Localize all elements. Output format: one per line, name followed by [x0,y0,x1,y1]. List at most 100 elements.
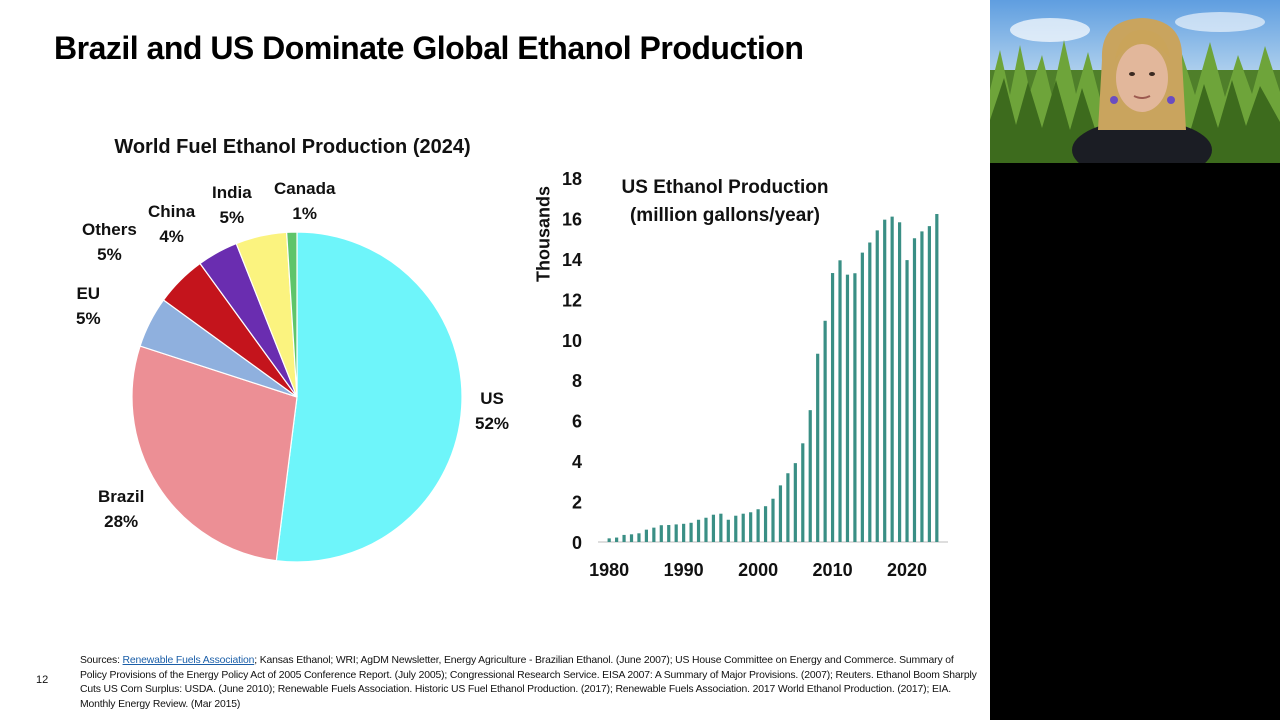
pie-label-india-pct: 5% [219,208,245,227]
bar-1988 [667,525,671,542]
slide: Brazil and US Dominate Global Ethanol Pr… [0,0,990,720]
bar-2023 [927,226,931,542]
bar-2008 [816,353,820,542]
pie-label-eu: EU 5% [76,281,101,331]
bar-chart-title-line2: (million gallons/year) [629,205,821,226]
bar-2016 [875,230,879,542]
page-number: 12 [36,674,49,686]
bar-1980 [607,538,611,542]
bar-2009 [823,320,827,542]
bar-chart-title-line1: US Ethanol Production [621,177,829,198]
pie-slice-brazil [131,345,298,562]
bar-2002 [771,498,775,542]
bar-2022 [920,231,924,543]
pie-label-brazil-name: Brazil [98,487,145,506]
slide-title: Brazil and US Dominate Global Ethanol Pr… [54,30,804,66]
pie-label-others-pct: 5% [97,245,122,264]
y-tick-label: 0 [572,533,582,553]
pie-label-canada: Canada 1% [274,176,335,226]
bar-2007 [808,410,812,542]
bar-2020 [905,260,909,542]
y-axis-unit-label: Thousands [533,185,554,283]
x-tick-label: 1980 [589,560,629,580]
pie-label-eu-name: EU [76,284,101,303]
pie-label-china-pct: 4% [159,227,184,246]
sources-text: ; Kansas Ethanol; WRI; AgDM Newsletter, … [80,655,977,710]
pie-slice-us [275,231,463,563]
bar-2024 [935,213,939,543]
webcam-video-tile [990,0,1280,163]
bar-1985 [644,529,649,542]
bar-chart-title: US Ethanol Production (million gallons/y… [600,174,850,230]
pie-slice-canada [286,231,298,398]
sources-footnote: Sources: Renewable Fuels Association; Ka… [80,654,980,712]
pie-chart [131,231,463,563]
y-tick-label: 4 [572,452,582,472]
x-tick-label: 2020 [887,560,927,580]
bar-2011 [838,260,842,542]
bar-chart: 0 2 4 6 8 10 12 14 16 18 1980 1990 2000 2010 2020 [562,169,948,580]
bar-2019 [897,222,902,542]
y-tick-label: 14 [562,250,582,270]
bar-1992 [696,519,701,542]
y-tick-label: 16 [562,209,582,229]
pie-label-india: India 5% [212,180,252,230]
pie-label-eu-pct: 5% [76,309,101,328]
webcam-presenter-image [990,0,1280,163]
pie-label-canada-name: Canada [274,179,336,198]
bar-2000 [756,509,760,542]
bar-2021 [912,238,917,543]
y-tick-label: 2 [572,493,582,513]
bar-2018 [890,216,894,542]
y-tick-label: 18 [562,169,582,189]
bar-1984 [637,533,641,542]
bar-2006 [801,443,805,542]
bar-1993 [704,517,708,542]
bar-1995 [719,513,723,542]
bar-1990 [682,523,686,542]
bar-2017 [883,219,887,542]
bar-1999 [749,512,753,542]
y-tick-label: 8 [572,371,582,391]
bar-2010 [830,273,835,542]
pie-label-us: US 52% [475,386,509,436]
x-tick-label: 1990 [664,560,704,580]
bar-1987 [659,525,663,542]
pie-label-china-name: China [148,202,196,221]
bar-2012 [845,274,850,542]
pie-chart-title: World Fuel Ethanol Production (2024) [114,136,471,158]
x-tick-label: 2000 [738,560,778,580]
pie-label-india-name: India [212,183,252,202]
bar-1998 [741,513,745,542]
bar-2004 [786,473,790,542]
bar-2005 [793,463,797,542]
bar-2014 [860,252,864,542]
x-tick-label: 2010 [813,560,853,580]
bar-1982 [622,534,626,542]
bar-1994 [711,514,716,542]
y-tick-label: 10 [562,331,582,351]
bar-1991 [689,522,693,542]
y-tick-label: 6 [572,412,582,432]
bar-2013 [853,273,857,542]
pie-label-brazil-pct: 28% [104,512,139,531]
pie-label-us-name: US [480,389,504,408]
pie-label-others: Others 5% [82,217,137,267]
sources-prefix: Sources: [80,655,123,666]
pie-label-brazil: Brazil 28% [98,484,144,534]
bar-1997 [734,515,738,542]
pie-label-others-name: Others [82,220,137,239]
sources-link[interactable]: Renewable Fuels Association [122,655,255,666]
bar-1986 [652,527,656,542]
bar-1983 [629,534,634,542]
pie-label-china: China 4% [148,199,195,249]
pie-label-us-pct: 52% [475,414,510,433]
bar-2003 [778,485,783,542]
bar-1981 [615,537,619,542]
bar-2015 [868,242,872,542]
bar-1996 [726,519,730,542]
y-tick-label: 12 [562,290,582,310]
pie-label-canada-pct: 1% [292,204,317,223]
bar-2001 [763,506,768,542]
bar-1989 [674,524,678,542]
